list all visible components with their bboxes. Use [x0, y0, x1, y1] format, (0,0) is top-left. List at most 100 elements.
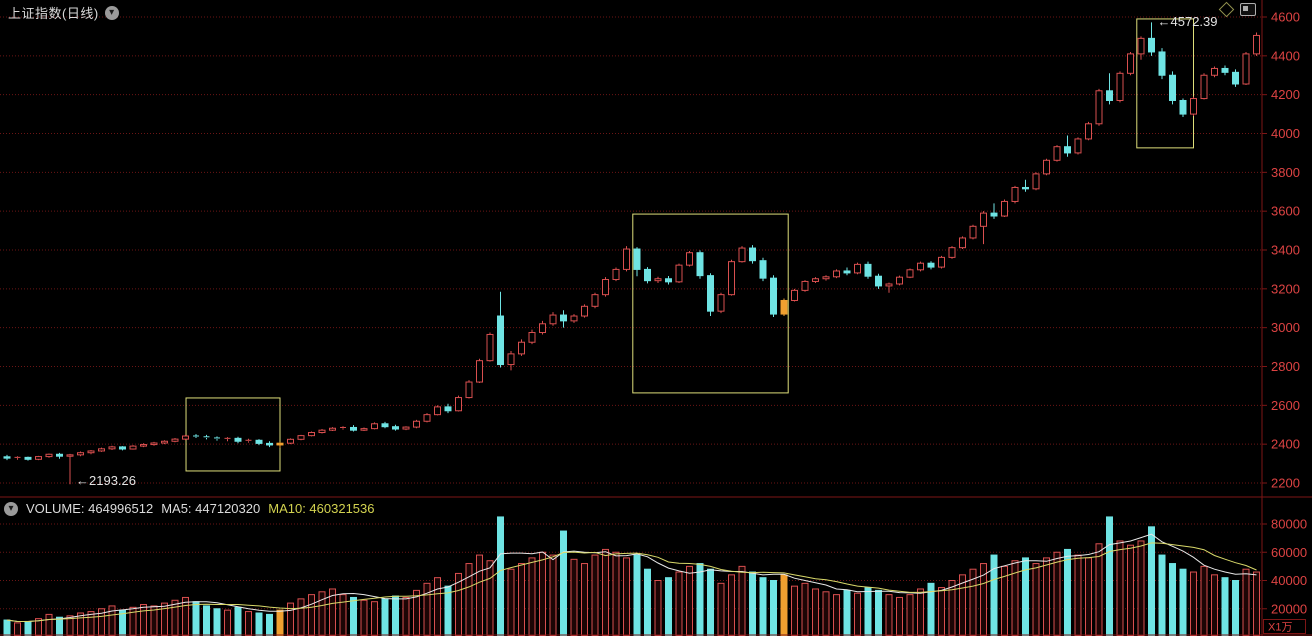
candle-body[interactable]: [1064, 146, 1071, 154]
volume-bar[interactable]: [738, 565, 746, 636]
volume-bar[interactable]: [245, 611, 252, 636]
volume-bar[interactable]: [644, 568, 651, 636]
candle-body[interactable]: [948, 247, 956, 258]
candle-body[interactable]: [560, 314, 567, 322]
volume-bar[interactable]: [1085, 557, 1092, 636]
volume-bar[interactable]: [297, 598, 305, 636]
candle-body[interactable]: [612, 268, 620, 281]
volume-bar[interactable]: [654, 580, 662, 636]
volume-bar[interactable]: [140, 604, 147, 636]
volume-bar[interactable]: [1043, 557, 1050, 636]
candle-body[interactable]: [140, 444, 147, 447]
candle-body[interactable]: [45, 453, 53, 458]
candle-body[interactable]: [434, 406, 441, 416]
volume-bar[interactable]: [1095, 543, 1103, 636]
candle-body[interactable]: [980, 212, 987, 227]
candle-body[interactable]: [360, 428, 368, 431]
volume-bar[interactable]: [843, 589, 851, 636]
volume-bar[interactable]: [360, 599, 368, 636]
candle-body[interactable]: [24, 456, 32, 460]
volume-bar[interactable]: [885, 594, 893, 636]
candle-body[interactable]: [308, 432, 315, 437]
candle-body[interactable]: [959, 237, 966, 249]
candle-body[interactable]: [749, 247, 756, 262]
candle-body[interactable]: [1190, 98, 1197, 115]
candle-body[interactable]: [843, 270, 851, 274]
candle-body[interactable]: [1116, 72, 1124, 101]
volume-bar[interactable]: [45, 613, 53, 636]
volume-bar[interactable]: [1158, 554, 1166, 636]
volume-bar[interactable]: [1137, 540, 1145, 636]
candle-body[interactable]: [896, 276, 903, 285]
volume-bar[interactable]: [906, 594, 914, 636]
candle-body[interactable]: [287, 438, 294, 444]
volume-bar[interactable]: [339, 594, 347, 636]
candle-body[interactable]: [780, 299, 788, 315]
candle-body[interactable]: [329, 427, 336, 431]
volume-bar[interactable]: [822, 591, 830, 636]
candle-body[interactable]: [1095, 90, 1103, 125]
volume-bar[interactable]: [770, 580, 777, 636]
candle-body[interactable]: [1169, 74, 1176, 101]
candle-body[interactable]: [402, 426, 410, 430]
candle-body[interactable]: [507, 353, 515, 366]
candle-body[interactable]: [1200, 74, 1208, 100]
volume-bar[interactable]: [171, 599, 179, 636]
candle-body[interactable]: [234, 437, 242, 442]
volume-bar[interactable]: [969, 568, 977, 636]
candle-body[interactable]: [1085, 123, 1092, 140]
candle-body[interactable]: [350, 426, 357, 431]
volume-bar[interactable]: [1253, 571, 1260, 636]
candle-body[interactable]: [87, 450, 95, 454]
candle-body[interactable]: [1148, 37, 1155, 53]
volume-bar[interactable]: [539, 551, 546, 636]
candle-body[interactable]: [371, 423, 378, 430]
candle-body[interactable]: [318, 429, 326, 434]
candle-body[interactable]: [381, 423, 389, 428]
candle-body[interactable]: [738, 247, 746, 263]
volume-bar[interactable]: [1053, 551, 1061, 636]
volume-bar[interactable]: [728, 574, 735, 636]
volume-bar[interactable]: [1211, 574, 1218, 636]
candle-body[interactable]: [1137, 37, 1145, 55]
candle-body[interactable]: [129, 445, 137, 450]
candle-body[interactable]: [623, 248, 630, 270]
volume-bar[interactable]: [518, 563, 525, 636]
candle-body[interactable]: [728, 261, 735, 296]
candle-body[interactable]: [276, 442, 284, 446]
volume-bar[interactable]: [780, 574, 788, 636]
volume-bar[interactable]: [1001, 565, 1008, 636]
candle-body[interactable]: [801, 280, 809, 291]
volume-bar[interactable]: [507, 568, 515, 636]
candle-body[interactable]: [696, 252, 704, 277]
candle-body[interactable]: [266, 442, 273, 446]
candle-body[interactable]: [528, 332, 536, 343]
volume-bar[interactable]: [224, 609, 231, 636]
volume-bar[interactable]: [266, 613, 273, 636]
candle-body[interactable]: [413, 420, 420, 428]
volume-bar[interactable]: [444, 585, 452, 636]
volume-bar[interactable]: [1148, 526, 1155, 636]
volume-bar[interactable]: [486, 560, 494, 636]
diamond-icon[interactable]: [1218, 1, 1235, 18]
volume-bar[interactable]: [14, 622, 21, 636]
candle-body[interactable]: [990, 212, 998, 217]
candle-body[interactable]: [969, 225, 977, 239]
candle-body[interactable]: [476, 360, 483, 383]
volume-bar[interactable]: [98, 608, 105, 636]
candle-body[interactable]: [581, 305, 588, 317]
volume-bar[interactable]: [759, 577, 767, 636]
candle-body[interactable]: [591, 294, 599, 307]
candle-body[interactable]: [675, 264, 683, 283]
volume-bar[interactable]: [1116, 540, 1124, 636]
candle-body[interactable]: [927, 262, 935, 268]
volume-bar[interactable]: [24, 620, 32, 636]
candle-body[interactable]: [1158, 51, 1166, 76]
candle-body[interactable]: [161, 440, 168, 444]
volume-bar[interactable]: [381, 598, 389, 636]
volume-bar[interactable]: [308, 594, 315, 636]
candle-body[interactable]: [444, 406, 452, 412]
volume-bar[interactable]: [434, 577, 441, 636]
volume-bar[interactable]: [612, 551, 620, 636]
